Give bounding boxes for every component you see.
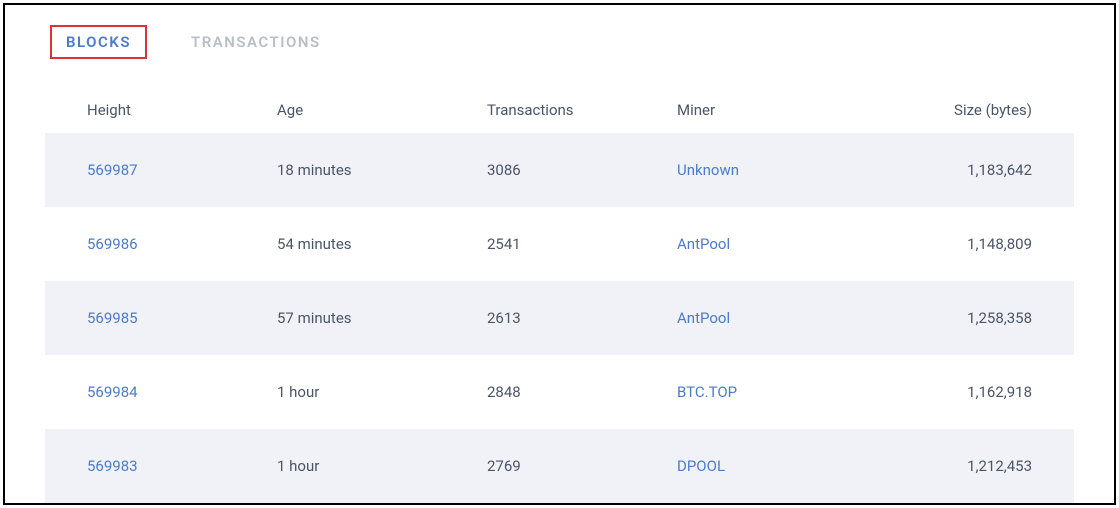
col-header-miner: Miner: [677, 101, 927, 119]
block-transactions: 3086: [487, 161, 677, 179]
tabs-bar: BLOCKS TRANSACTIONS: [50, 25, 1074, 59]
block-height-link[interactable]: 569983: [87, 457, 138, 475]
block-height-link[interactable]: 569986: [87, 235, 138, 253]
table-row: 569985 57 minutes 2613 AntPool 1,258,358: [45, 281, 1074, 355]
block-transactions: 2848: [487, 383, 677, 401]
col-header-age: Age: [277, 101, 487, 119]
block-height-link[interactable]: 569985: [87, 309, 138, 327]
tab-blocks[interactable]: BLOCKS: [50, 25, 147, 59]
block-size: 1,212,453: [927, 457, 1032, 475]
block-miner-link[interactable]: DPOOL: [677, 457, 725, 475]
block-age: 54 minutes: [277, 235, 487, 253]
block-size: 1,148,809: [927, 235, 1032, 253]
block-size: 1,183,642: [927, 161, 1032, 179]
table-row: 569984 1 hour 2848 BTC.TOP 1,162,918: [45, 355, 1074, 429]
table-row: 569987 18 minutes 3086 Unknown 1,183,642: [45, 133, 1074, 207]
tab-transactions[interactable]: TRANSACTIONS: [177, 25, 335, 59]
table-row: 569986 54 minutes 2541 AntPool 1,148,809: [45, 207, 1074, 281]
block-height-link[interactable]: 569984: [87, 383, 138, 401]
col-header-transactions: Transactions: [487, 101, 677, 119]
table-header: Height Age Transactions Miner Size (byte…: [45, 87, 1074, 133]
block-transactions: 2769: [487, 457, 677, 475]
block-miner-link[interactable]: AntPool: [677, 235, 730, 253]
blocks-table: Height Age Transactions Miner Size (byte…: [45, 87, 1074, 503]
col-header-height: Height: [87, 101, 277, 119]
block-age: 18 minutes: [277, 161, 487, 179]
col-header-size: Size (bytes): [927, 101, 1032, 119]
block-age: 1 hour: [277, 457, 487, 475]
block-transactions: 2541: [487, 235, 677, 253]
block-miner-link[interactable]: Unknown: [677, 161, 739, 179]
block-transactions: 2613: [487, 309, 677, 327]
blocks-panel: BLOCKS TRANSACTIONS Height Age Transacti…: [3, 3, 1116, 505]
block-miner-link[interactable]: AntPool: [677, 309, 730, 327]
block-miner-link[interactable]: BTC.TOP: [677, 383, 737, 401]
block-height-link[interactable]: 569987: [87, 161, 138, 179]
block-age: 57 minutes: [277, 309, 487, 327]
block-size: 1,162,918: [927, 383, 1032, 401]
block-age: 1 hour: [277, 383, 487, 401]
block-size: 1,258,358: [927, 309, 1032, 327]
table-row: 569983 1 hour 2769 DPOOL 1,212,453: [45, 429, 1074, 503]
